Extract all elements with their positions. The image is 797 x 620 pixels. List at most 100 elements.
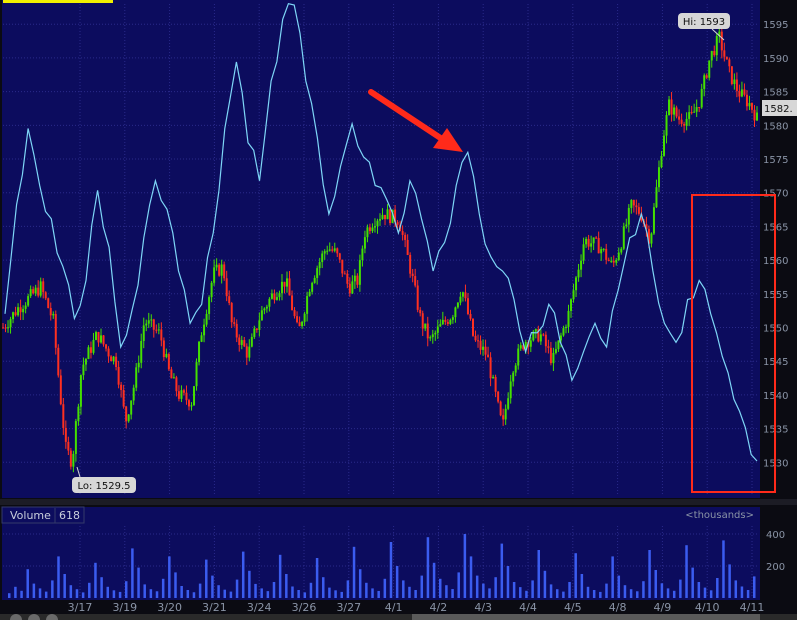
price-candle-body bbox=[67, 441, 70, 451]
price-candle-body bbox=[685, 118, 688, 126]
volume-bar bbox=[438, 578, 442, 598]
panel-separator bbox=[0, 499, 797, 505]
price-candle-body bbox=[105, 344, 108, 349]
price-candle-body bbox=[44, 292, 47, 299]
price-candle-body bbox=[130, 400, 133, 415]
price-candle-body bbox=[69, 450, 72, 467]
price-candle-body bbox=[482, 346, 485, 350]
price-candle-body bbox=[311, 282, 314, 292]
price-candle-body bbox=[228, 296, 231, 303]
volume-bar bbox=[629, 589, 633, 598]
volume-bar bbox=[568, 582, 571, 598]
price-candle-body bbox=[494, 376, 497, 392]
scroll-button-left[interactable] bbox=[10, 614, 22, 620]
volume-title: Volume bbox=[10, 509, 51, 522]
price-candle-body bbox=[439, 324, 442, 327]
bottom-scrollbar[interactable] bbox=[0, 614, 797, 620]
price-candle-body bbox=[409, 254, 412, 274]
volume-bar bbox=[137, 567, 140, 598]
price-candle-body bbox=[137, 362, 140, 368]
price-candle-body bbox=[446, 321, 449, 324]
volume-bar bbox=[623, 585, 627, 598]
price-candle-body bbox=[316, 268, 319, 278]
scroll-thumb[interactable] bbox=[412, 614, 760, 620]
price-candle-body bbox=[117, 367, 120, 385]
price-candle-body bbox=[414, 276, 417, 286]
price-candle-body bbox=[562, 328, 565, 336]
price-candle-body bbox=[469, 314, 472, 319]
volume-bar bbox=[14, 586, 17, 598]
price-candle-body bbox=[308, 291, 311, 297]
price-candle-body bbox=[657, 167, 660, 188]
price-candle-body bbox=[92, 339, 95, 353]
volume-bar bbox=[562, 591, 565, 598]
scroll-button-right[interactable] bbox=[46, 614, 58, 620]
price-candle-body bbox=[547, 346, 550, 348]
volume-bar bbox=[389, 542, 393, 598]
date-tick: 3/27 bbox=[336, 601, 361, 614]
last-price-label: 1582. bbox=[764, 104, 793, 115]
price-candle-body bbox=[253, 328, 256, 337]
price-candle-body bbox=[647, 228, 650, 244]
volume-bar bbox=[512, 582, 516, 598]
price-candle-body bbox=[4, 327, 7, 329]
volume-bar bbox=[525, 590, 528, 598]
price-panel-marker bbox=[3, 0, 113, 3]
price-candle-body bbox=[394, 209, 397, 223]
price-candle-body bbox=[127, 414, 130, 422]
price-candle-body bbox=[723, 50, 726, 57]
volume-bar bbox=[100, 577, 103, 598]
price-candle-body bbox=[592, 237, 595, 244]
date-tick: 4/2 bbox=[430, 601, 448, 614]
volume-bar bbox=[297, 590, 300, 598]
price-candle-body bbox=[514, 365, 517, 373]
scroll-button-mid[interactable] bbox=[28, 614, 40, 620]
volume-bar bbox=[740, 586, 744, 598]
price-candle-body bbox=[301, 321, 304, 327]
price-candle-body bbox=[695, 107, 698, 112]
price-candle-body bbox=[112, 356, 115, 362]
price-candle-body bbox=[2, 327, 4, 329]
volume-bar bbox=[500, 543, 504, 598]
volume-header: Volume 618 <thousands> bbox=[1, 506, 754, 524]
lo-label: Lo: 1529.5 bbox=[77, 481, 130, 492]
price-candle-body bbox=[172, 377, 175, 379]
volume-bar bbox=[531, 580, 534, 598]
volume-bar bbox=[746, 590, 750, 598]
price-candle-body bbox=[160, 329, 163, 341]
volume-bar bbox=[235, 579, 239, 598]
price-candle-body bbox=[743, 89, 746, 95]
price-candle-body bbox=[384, 214, 387, 220]
price-candle-body bbox=[145, 323, 148, 326]
price-candle-body bbox=[487, 354, 490, 358]
volume-bar bbox=[217, 585, 220, 598]
price-candle-body bbox=[564, 326, 567, 329]
price-candle-body bbox=[248, 346, 251, 358]
price-candle-body bbox=[326, 250, 329, 252]
price-candle-body bbox=[353, 275, 356, 282]
volume-bar bbox=[26, 569, 29, 598]
volume-bar bbox=[599, 591, 602, 598]
price-candle-body bbox=[585, 238, 588, 245]
price-candle-body bbox=[132, 387, 135, 401]
price-candle-body bbox=[708, 60, 711, 78]
price-candle-body bbox=[147, 320, 150, 324]
volume-bar bbox=[414, 590, 417, 598]
price-candle-body bbox=[688, 112, 691, 119]
volume-bar bbox=[81, 592, 85, 598]
price-candle-body bbox=[29, 289, 32, 297]
price-candle-body bbox=[419, 309, 422, 314]
volume-bar bbox=[346, 580, 350, 598]
price-candle-body bbox=[175, 377, 178, 392]
price-candle-body bbox=[225, 278, 228, 297]
price-candle-body bbox=[42, 281, 45, 293]
price-candle-body bbox=[750, 103, 753, 110]
price-candle-body bbox=[605, 248, 608, 260]
price-candle-body bbox=[650, 233, 653, 244]
price-candle-body bbox=[230, 302, 233, 323]
price-candle-body bbox=[268, 298, 271, 307]
volume-bar bbox=[112, 590, 116, 598]
price-candle-body bbox=[404, 234, 407, 240]
price-candle-body bbox=[52, 314, 55, 316]
